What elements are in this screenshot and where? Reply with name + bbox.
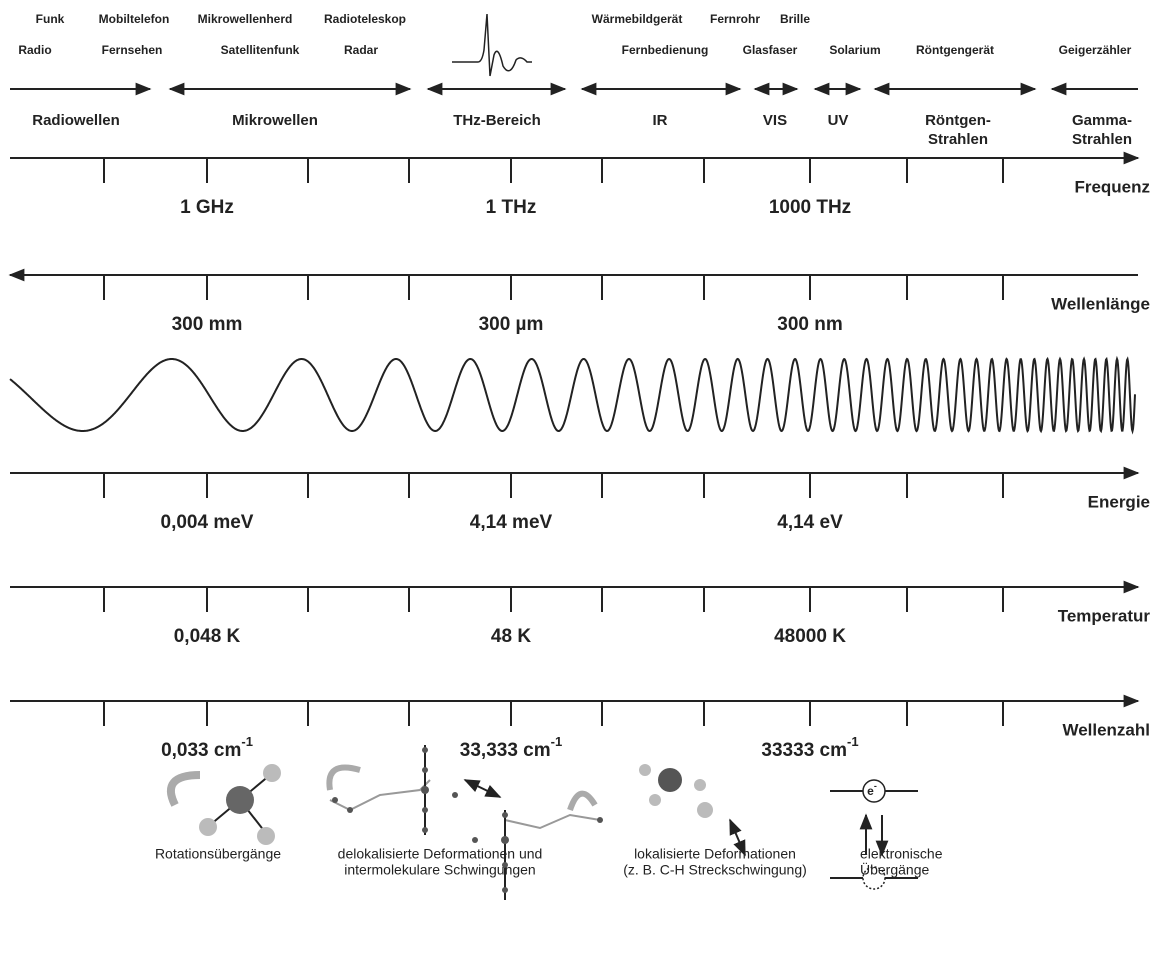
thz-pulse-icon bbox=[452, 13, 532, 77]
region-label: IR bbox=[653, 112, 668, 129]
application-label: Fernbedienung bbox=[622, 43, 709, 57]
region-label: VIS bbox=[763, 112, 787, 129]
transition-caption: Rotationsübergänge bbox=[155, 846, 281, 862]
scale-label-text: 33333 cm bbox=[761, 740, 847, 761]
region-label: Strahlen bbox=[1072, 131, 1132, 148]
application-label: Solarium bbox=[829, 43, 880, 57]
application-label: Fernsehen bbox=[102, 43, 163, 57]
scale-label: 300 µm bbox=[479, 314, 544, 335]
region-label: UV bbox=[828, 112, 849, 129]
application-label: Mobiltelefon bbox=[99, 12, 170, 26]
scale-label-text: 0,033 cm bbox=[161, 740, 241, 761]
scale-label: 300 mm bbox=[172, 314, 243, 335]
scale-label: 1000 THz bbox=[769, 197, 851, 218]
scale-name: Wellenzahl bbox=[1062, 720, 1150, 739]
transition-caption: Übergänge bbox=[860, 861, 929, 878]
transition-caption: delokalisierte Deformationen und bbox=[338, 846, 543, 862]
scale-name: Temperatur bbox=[1058, 606, 1151, 625]
scale-label: 33,333 cm-1 bbox=[460, 734, 562, 761]
application-label: Röntgengerät bbox=[916, 43, 994, 57]
scale-label-sup: -1 bbox=[551, 734, 563, 749]
application-label: Glasfaser bbox=[743, 43, 798, 57]
region-label: Strahlen bbox=[928, 131, 988, 148]
transition-caption: lokalisierte Deformationen bbox=[634, 846, 796, 862]
scale-label: 4,14 meV bbox=[470, 512, 553, 533]
scale-name: Wellenlänge bbox=[1051, 294, 1150, 313]
application-label: Satellitenfunk bbox=[221, 43, 300, 57]
scale-label: 33333 cm-1 bbox=[761, 734, 858, 761]
scale-label: 1 THz bbox=[486, 197, 537, 218]
scale-label: 0,004 meV bbox=[161, 512, 254, 533]
scale-name: Frequenz bbox=[1074, 177, 1150, 196]
electronic-transition-sketch: e- bbox=[830, 779, 918, 890]
scale-label: 0,033 cm-1 bbox=[161, 734, 253, 761]
scale-label-sup: -1 bbox=[847, 734, 859, 749]
scale-label-text: 33,333 cm bbox=[460, 740, 551, 761]
scale-label: 48000 K bbox=[774, 626, 846, 647]
region-label: Gamma- bbox=[1072, 112, 1132, 129]
region-label: Radiowellen bbox=[32, 112, 120, 129]
transition-caption: (z. B. C-H Streckschwingung) bbox=[623, 862, 807, 878]
application-label: Geigerzähler bbox=[1059, 43, 1132, 57]
scale-name: Energie bbox=[1088, 492, 1150, 511]
application-label: Radio bbox=[18, 43, 51, 57]
region-label: Röntgen- bbox=[925, 112, 991, 129]
transition-caption: intermolekulare Schwingungen bbox=[344, 862, 535, 878]
scale-label: 300 nm bbox=[777, 314, 842, 335]
molecule-localized bbox=[639, 764, 746, 857]
electron-symbol: e- bbox=[867, 781, 877, 798]
region-label: Mikrowellen bbox=[232, 112, 318, 129]
transition-caption: elektronische bbox=[860, 846, 943, 862]
chirped-wave bbox=[9, 355, 1136, 435]
region-label: THz-Bereich bbox=[453, 112, 541, 129]
application-label: Radar bbox=[344, 43, 378, 57]
scale-label: 1 GHz bbox=[180, 197, 234, 218]
application-label: Funk bbox=[36, 12, 65, 26]
scale-label: 48 K bbox=[491, 626, 531, 647]
scale-label: 0,048 K bbox=[174, 626, 241, 647]
application-label: Radioteleskop bbox=[324, 12, 406, 26]
application-label: Brille bbox=[780, 12, 810, 26]
application-label: Fernrohr bbox=[710, 12, 760, 26]
application-label: Wärmebildgerät bbox=[592, 12, 683, 26]
molecule-delocalized bbox=[326, 745, 603, 900]
molecule-rotation bbox=[166, 764, 281, 845]
scale-label: 4,14 eV bbox=[777, 512, 843, 533]
application-label: Mikrowellenherd bbox=[198, 12, 293, 26]
scale-label-sup: -1 bbox=[241, 734, 253, 749]
